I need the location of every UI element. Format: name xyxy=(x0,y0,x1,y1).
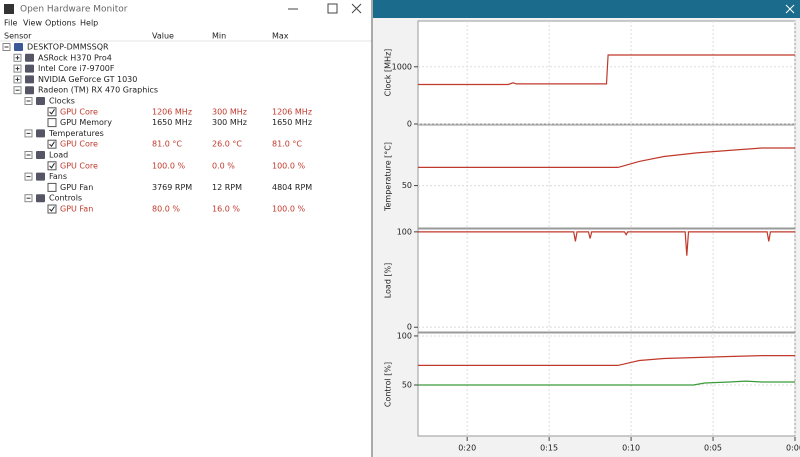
sensor-label: Controls xyxy=(49,194,82,203)
plot-titlebar xyxy=(373,0,800,18)
sensor-min: 0.0 % xyxy=(212,161,235,170)
x-tick-label: 0:05 xyxy=(704,444,722,453)
y-tick-label: 50 xyxy=(402,181,412,190)
x-tick-label: 0:00 xyxy=(786,444,800,453)
node-icon xyxy=(14,43,23,51)
sensor-min: 16.0 % xyxy=(212,205,240,214)
sensor-line xyxy=(418,355,795,366)
y-tick-label: 100 xyxy=(397,331,412,340)
column-header[interactable]: Max xyxy=(272,32,289,41)
sensor-max: 81.0 °C xyxy=(272,140,302,149)
node-icon xyxy=(36,97,45,105)
node-icon xyxy=(36,172,45,181)
x-tick-label: 0:20 xyxy=(458,444,476,453)
sensor-checkbox[interactable] xyxy=(47,182,57,192)
plot-area xyxy=(417,20,796,125)
column-header[interactable]: Value xyxy=(152,32,174,41)
sensor-max: 4804 RPM xyxy=(272,183,312,192)
column-header[interactable]: Min xyxy=(212,32,226,41)
sensor-label: Temperatures xyxy=(48,129,104,138)
node-icon xyxy=(36,194,45,203)
node-icon xyxy=(25,64,34,73)
menu-item[interactable]: Help xyxy=(80,19,98,28)
x-tick-label: 0:15 xyxy=(540,444,558,453)
sensor-max: 1650 MHz xyxy=(272,118,312,127)
x-tick-label: 0:10 xyxy=(622,444,640,453)
close-button[interactable] xyxy=(351,3,362,14)
y-axis-label: Clock [MHz] xyxy=(384,49,393,97)
sensor-label: GPU Fan xyxy=(60,205,93,214)
sensor-checkbox[interactable] xyxy=(47,118,57,128)
sensor-line xyxy=(418,147,795,168)
y-tick-label: 0 xyxy=(407,120,412,129)
node-icon xyxy=(25,75,34,84)
sensor-value: 81.0 °C xyxy=(152,140,182,149)
y-tick-label: 0 xyxy=(407,323,412,332)
sensor-max: 100.0 % xyxy=(272,205,305,214)
main-window xyxy=(0,0,372,457)
node-icon xyxy=(25,86,34,95)
y-tick-label: 100 xyxy=(397,227,412,236)
node-icon xyxy=(36,151,45,159)
sensor-min: 300 MHz xyxy=(212,118,247,127)
maximize-button[interactable] xyxy=(327,3,338,14)
sensor-value: 3769 RPM xyxy=(152,183,192,192)
plot-close-button[interactable] xyxy=(785,4,795,14)
y-axis-label: Temperature [°C] xyxy=(384,142,393,212)
plot-area xyxy=(417,124,796,229)
sensor-value: 1206 MHz xyxy=(152,107,192,116)
sensor-checkbox[interactable] xyxy=(47,204,57,214)
check-mark xyxy=(49,141,55,147)
sensor-label: Load xyxy=(49,151,68,160)
node-icon xyxy=(36,129,45,138)
menu-item[interactable]: View xyxy=(23,19,42,28)
sensor-label: GPU Core xyxy=(60,140,98,149)
sensor-label: Intel Core i7-9700F xyxy=(38,64,115,73)
sensor-value: 100.0 % xyxy=(152,161,185,170)
sensor-label: Radeon (TM) RX 470 Graphics xyxy=(38,86,158,95)
sensor-label: NVIDIA GeForce GT 1030 xyxy=(38,75,137,84)
sensor-label: Clocks xyxy=(49,97,75,106)
sensor-value: 80.0 % xyxy=(152,205,180,214)
sensor-checkbox[interactable] xyxy=(47,161,57,171)
sensor-line xyxy=(418,54,795,86)
sensor-label: GPU Memory xyxy=(60,118,112,127)
app-icon xyxy=(4,4,14,14)
sensor-min: 300 MHz xyxy=(212,107,247,116)
y-axis-label: Control [%] xyxy=(384,362,393,407)
sensor-checkbox[interactable] xyxy=(47,139,57,149)
sensor-label: Fans xyxy=(49,172,67,181)
y-tick-label: 1000 xyxy=(392,62,412,71)
sensor-label: GPU Core xyxy=(60,161,98,170)
column-header[interactable]: Sensor xyxy=(4,32,32,41)
check-mark xyxy=(49,163,55,169)
sensor-min: 12 RPM xyxy=(212,183,242,192)
sensor-label: GPU Fan xyxy=(60,183,93,192)
sensor-label: DESKTOP-DMMSSQR xyxy=(27,43,109,52)
sensor-checkbox[interactable] xyxy=(47,107,57,117)
y-axis-label: Load [%] xyxy=(384,263,393,299)
sensor-line xyxy=(418,380,795,386)
menu-item[interactable]: Options xyxy=(45,19,76,28)
sensor-label: GPU Core xyxy=(60,107,98,116)
plot-area xyxy=(417,228,796,333)
menu-item[interactable]: File xyxy=(4,19,17,28)
sensor-max: 1206 MHz xyxy=(272,107,312,116)
sensor-max: 100.0 % xyxy=(272,161,305,170)
sensor-min: 26.0 °C xyxy=(212,140,242,149)
y-tick-label: 50 xyxy=(402,380,412,389)
node-icon xyxy=(25,53,34,62)
window-title: Open Hardware Monitor xyxy=(20,5,128,15)
sensor-line xyxy=(418,231,795,256)
sensor-value: 1650 MHz xyxy=(152,118,192,127)
check-mark xyxy=(49,206,55,212)
check-mark xyxy=(49,109,55,115)
sensor-label: ASRock H370 Pro4 xyxy=(38,53,112,62)
